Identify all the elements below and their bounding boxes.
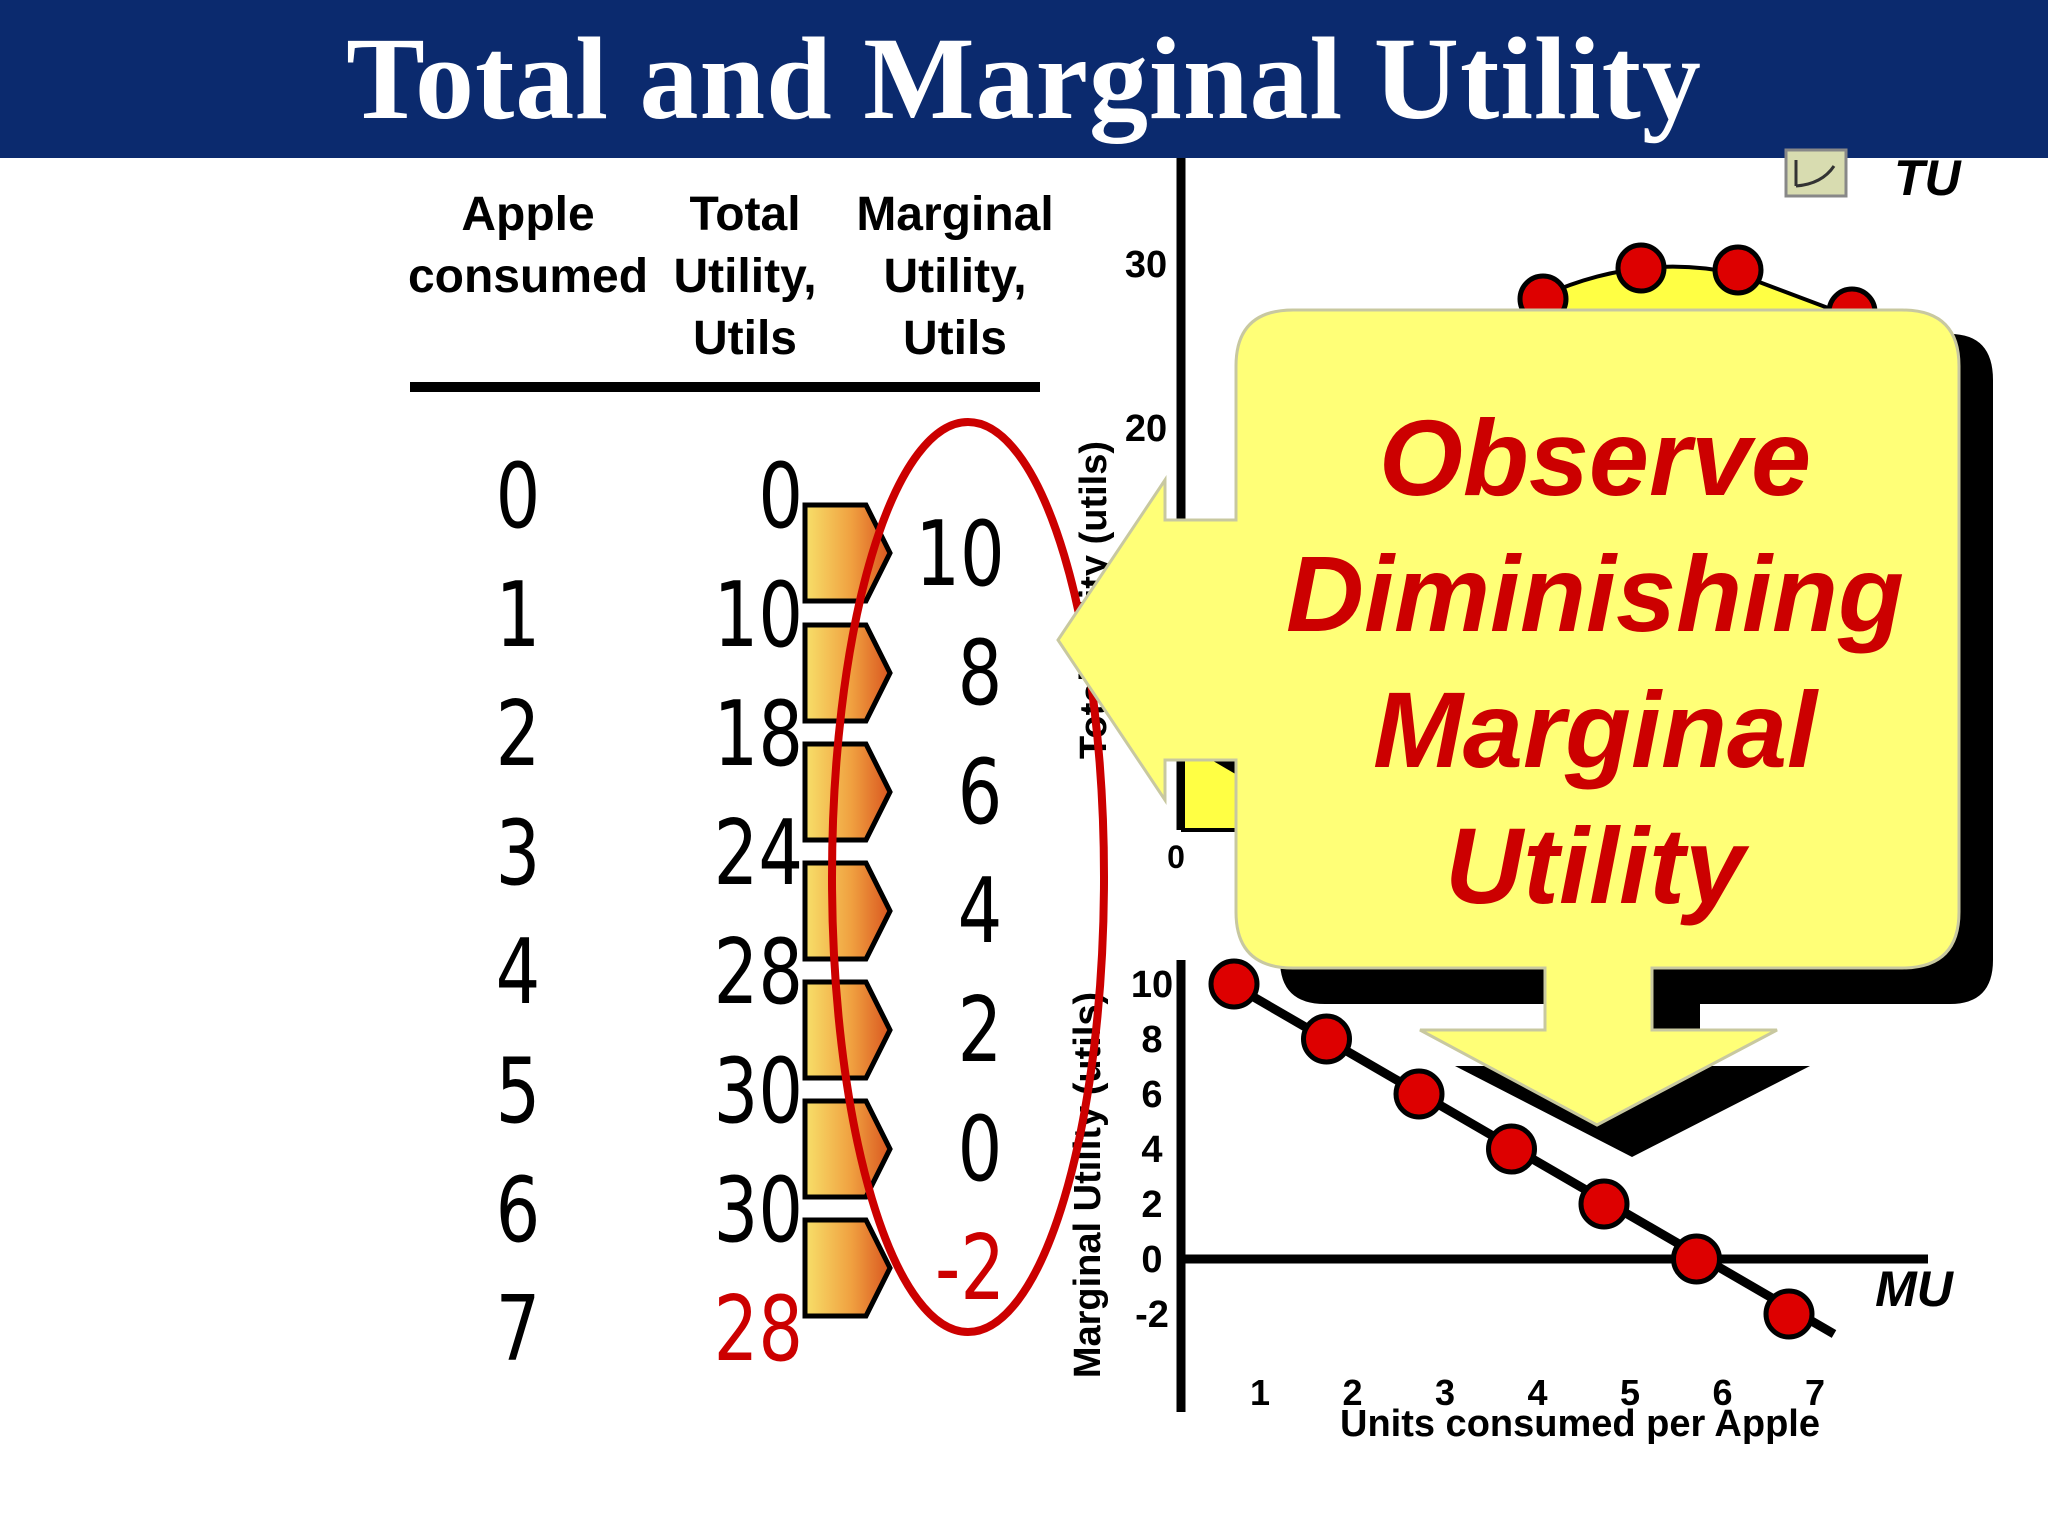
apple-value: 6	[495, 1158, 541, 1263]
mu-x-ticks: 1 2 3 4 5 6 7	[1250, 1372, 1825, 1413]
total-utility-value: 10	[713, 563, 803, 668]
mu-y-ticks: 10 8 6 4 2 0 -2	[1131, 964, 1173, 1336]
header-total-line-2: Utility,	[673, 250, 817, 303]
total-utility-value-declining: 28	[713, 1277, 803, 1382]
tu-legend-swatch	[1784, 148, 1848, 198]
header-total-line-3: Utils	[692, 312, 797, 365]
mu-point	[1301, 1013, 1352, 1065]
total-utility-value: 30	[713, 1158, 803, 1263]
marginal-utility-value: 2	[957, 978, 1003, 1083]
mu-series-label: MU	[1875, 1261, 1955, 1317]
header-marginal-line-3: Utils	[902, 312, 1007, 365]
mu-point	[1671, 1233, 1722, 1285]
mu-point	[1486, 1123, 1537, 1175]
marginal-utility-value: 6	[957, 740, 1003, 845]
mu-highlight-ellipse	[828, 418, 1108, 1336]
arrow-tag	[802, 860, 893, 962]
apple-value: 7	[495, 1277, 541, 1382]
total-utility-value: 0	[758, 444, 803, 549]
apple-value: 4	[495, 920, 541, 1025]
mu-ytick-label: 10	[1131, 964, 1173, 1006]
total-utility-value: 30	[713, 1039, 803, 1144]
tu-point	[1615, 242, 1667, 294]
total-utility-value: 18	[713, 682, 803, 787]
header-marginal-utility: Marginal Utility, Utils	[840, 184, 1070, 370]
mu-xtick-label: 3	[1435, 1372, 1455, 1413]
mu-xtick-label: 6	[1712, 1372, 1732, 1413]
mu-xtick-label: 2	[1342, 1372, 1362, 1413]
callout-line: Diminishing	[1286, 533, 1904, 654]
header-total-utility: Total Utility, Utils	[645, 184, 845, 370]
mu-xtick-label: 4	[1527, 1372, 1547, 1413]
callout-text: Observe Diminishing Marginal Utility	[1235, 390, 1955, 934]
mu-y-axis-label: Marginal Utility (utils)	[1067, 992, 1109, 1378]
total-utility-value: 24	[713, 801, 803, 906]
header-marginal-line-2: Utility,	[883, 250, 1027, 303]
mu-xtick-label: 5	[1620, 1372, 1640, 1413]
marginal-utility-value: 4	[957, 859, 1003, 964]
tu-ytick-label: 30	[1125, 244, 1167, 286]
header-marginal-line-1: Marginal	[856, 188, 1054, 241]
mu-x-axis-label: Units consumed per Apple	[1340, 1403, 1820, 1445]
mu-ytick-label: 0	[1141, 1239, 1162, 1281]
apple-value: 2	[495, 682, 541, 787]
callout-line: Observe	[1378, 397, 1812, 518]
header-rule	[410, 382, 1040, 392]
marginal-utility-value: 8	[957, 621, 1003, 726]
callout-box	[1056, 308, 1961, 1127]
header-apple-line-2: consumed	[407, 250, 649, 303]
slide-title: Total and Marginal Utility	[346, 13, 1702, 144]
mu-xtick-label: 1	[1250, 1372, 1270, 1413]
mu-point	[1578, 1178, 1630, 1230]
mu-xtick-label: 7	[1805, 1372, 1825, 1413]
apple-value: 5	[495, 1039, 541, 1144]
mu-ytick-label: 8	[1141, 1019, 1162, 1061]
apple-value: 3	[495, 801, 541, 906]
arrow-tag	[802, 741, 893, 843]
header-apple-line-1: Apple	[461, 188, 595, 241]
header-apple: Apple consumed	[378, 184, 678, 308]
mu-series	[1208, 958, 1837, 1340]
tu-point	[1712, 244, 1764, 296]
mu-point	[1763, 1288, 1815, 1340]
tu-series-label: TU	[1894, 150, 1963, 206]
mu-ytick-label: 6	[1141, 1074, 1162, 1116]
mu-ytick-label: 4	[1141, 1129, 1162, 1171]
marginal-utility-value: 10	[915, 502, 1005, 607]
tu-ytick-label: 0	[1167, 839, 1185, 875]
curve-icon	[1794, 160, 1836, 188]
apple-value: 1	[495, 563, 541, 668]
callout-line: Marginal	[1372, 669, 1818, 790]
marginal-utility-value-negative: -2	[934, 1216, 1006, 1321]
callout-line: Utility	[1444, 805, 1745, 926]
arrow-tag	[802, 979, 893, 1081]
title-bar: Total and Marginal Utility	[0, 0, 2048, 158]
tu-ytick-label: 20	[1125, 408, 1167, 450]
total-utility-value: 28	[713, 920, 803, 1025]
mu-ytick-label: -2	[1135, 1294, 1169, 1336]
header-total-line-1: Total	[689, 188, 801, 241]
mu-point	[1393, 1068, 1445, 1120]
apple-value: 0	[495, 444, 541, 549]
mu-point	[1208, 958, 1260, 1010]
marginal-utility-value: 0	[957, 1097, 1003, 1202]
mu-ytick-label: 2	[1141, 1184, 1162, 1226]
arrow-tag	[802, 1217, 893, 1319]
